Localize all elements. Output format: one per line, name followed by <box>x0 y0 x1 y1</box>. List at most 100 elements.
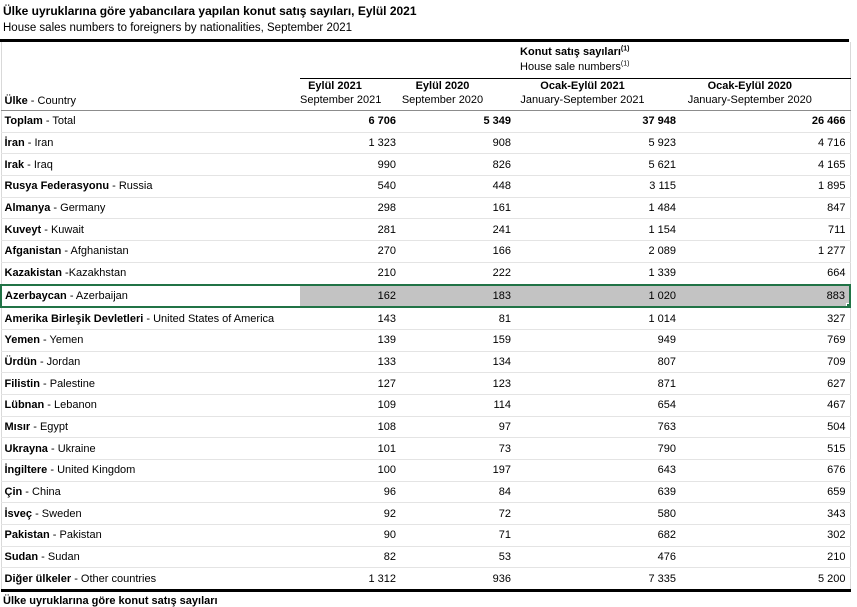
value-cell[interactable]: 72 <box>400 502 515 526</box>
value-cell[interactable]: 1 484 <box>515 197 680 220</box>
country-cell[interactable]: Azerbaycan - Azerbaijan <box>0 283 300 309</box>
value-cell[interactable]: 26 466 <box>680 110 851 133</box>
value-cell[interactable]: 790 <box>515 437 680 460</box>
value-cell[interactable]: 676 <box>680 459 851 482</box>
value-cell[interactable]: 580 <box>515 502 680 526</box>
country-cell[interactable]: Yemen - Yemen <box>1 329 300 352</box>
value-cell[interactable]: 37 948 <box>515 110 680 133</box>
value-cell[interactable]: 5 349 <box>400 110 515 133</box>
country-cell[interactable]: Sudan - Sudan <box>1 546 300 569</box>
value-cell[interactable]: 908 <box>400 132 515 155</box>
value-cell[interactable]: 448 <box>400 175 515 198</box>
value-cell[interactable]: 114 <box>400 394 515 417</box>
value-cell[interactable]: 97 <box>400 416 515 439</box>
value-cell[interactable]: 5 923 <box>515 132 680 155</box>
country-cell[interactable]: İngiltere - United Kingdom <box>1 459 300 482</box>
value-cell[interactable]: 659 <box>680 481 851 504</box>
value-cell[interactable]: 4 165 <box>680 153 851 177</box>
country-cell[interactable]: Irak - Iraq <box>1 153 300 177</box>
value-cell[interactable]: 108 <box>300 416 400 439</box>
value-cell[interactable]: 709 <box>680 351 851 374</box>
value-cell[interactable]: 123 <box>400 372 515 395</box>
value-cell[interactable]: 241 <box>400 218 515 242</box>
value-cell[interactable]: 134 <box>400 351 515 374</box>
country-cell[interactable]: Ukrayna - Ukraine <box>1 437 300 460</box>
value-cell[interactable]: 763 <box>515 416 680 439</box>
value-cell[interactable]: 949 <box>515 329 680 352</box>
country-cell[interactable]: Ürdün - Jordan <box>1 351 300 374</box>
value-cell[interactable]: 476 <box>515 546 680 569</box>
country-cell[interactable]: Toplam - Total <box>1 110 300 133</box>
value-cell[interactable]: 1 154 <box>515 218 680 242</box>
value-cell[interactable]: 73 <box>400 437 515 460</box>
value-cell[interactable]: 133 <box>300 351 400 374</box>
value-cell[interactable]: 143 <box>300 307 400 330</box>
value-cell[interactable]: 81 <box>400 307 515 330</box>
country-cell[interactable]: Diğer ülkeler - Other countries <box>1 567 300 593</box>
value-cell[interactable]: 101 <box>300 437 400 460</box>
value-cell[interactable]: 1 277 <box>680 240 851 263</box>
value-cell[interactable]: 162 <box>300 283 400 309</box>
value-cell[interactable]: 5 200 <box>680 567 851 593</box>
value-cell[interactable]: 159 <box>400 329 515 352</box>
value-cell[interactable]: 682 <box>515 524 680 547</box>
country-cell[interactable]: Kuveyt - Kuwait <box>1 218 300 242</box>
value-cell[interactable]: 127 <box>300 372 400 395</box>
value-cell[interactable]: 826 <box>400 153 515 177</box>
value-cell[interactable]: 990 <box>300 153 400 177</box>
value-cell[interactable]: 807 <box>515 351 680 374</box>
value-cell[interactable]: 96 <box>300 481 400 504</box>
value-cell[interactable]: 327 <box>680 307 851 330</box>
value-cell[interactable]: 847 <box>680 197 851 220</box>
value-cell[interactable]: 90 <box>300 524 400 547</box>
country-cell[interactable]: Pakistan - Pakistan <box>1 524 300 547</box>
value-cell[interactable]: 1 323 <box>300 132 400 155</box>
value-cell[interactable]: 654 <box>515 394 680 417</box>
value-cell[interactable]: 883 <box>680 283 852 309</box>
value-cell[interactable]: 84 <box>400 481 515 504</box>
value-cell[interactable]: 302 <box>680 524 851 547</box>
value-cell[interactable]: 161 <box>400 197 515 220</box>
country-cell[interactable]: Rusya Federasyonu - Russia <box>1 175 300 198</box>
value-cell[interactable]: 643 <box>515 459 680 482</box>
value-cell[interactable]: 139 <box>300 329 400 352</box>
value-cell[interactable]: 298 <box>300 197 400 220</box>
country-cell[interactable]: Afganistan - Afghanistan <box>1 240 300 263</box>
country-cell[interactable]: Kazakistan -Kazakhstan <box>1 262 300 286</box>
value-cell[interactable]: 166 <box>400 240 515 263</box>
value-cell[interactable]: 71 <box>400 524 515 547</box>
country-cell[interactable]: Mısır - Egypt <box>1 416 300 439</box>
value-cell[interactable]: 3 115 <box>515 175 680 198</box>
value-cell[interactable]: 540 <box>300 175 400 198</box>
country-cell[interactable]: Çin - China <box>1 481 300 504</box>
value-cell[interactable]: 1 014 <box>515 307 680 330</box>
value-cell[interactable]: 2 089 <box>515 240 680 263</box>
value-cell[interactable]: 1 339 <box>515 262 680 286</box>
value-cell[interactable]: 504 <box>680 416 851 439</box>
value-cell[interactable]: 515 <box>680 437 851 460</box>
value-cell[interactable]: 1 020 <box>515 283 680 309</box>
value-cell[interactable]: 210 <box>300 262 400 286</box>
value-cell[interactable]: 871 <box>515 372 680 395</box>
value-cell[interactable]: 109 <box>300 394 400 417</box>
value-cell[interactable]: 1 312 <box>300 567 400 593</box>
value-cell[interactable]: 82 <box>300 546 400 569</box>
value-cell[interactable]: 197 <box>400 459 515 482</box>
value-cell[interactable]: 343 <box>680 502 851 526</box>
value-cell[interactable]: 92 <box>300 502 400 526</box>
value-cell[interactable]: 627 <box>680 372 851 395</box>
value-cell[interactable]: 769 <box>680 329 851 352</box>
value-cell[interactable]: 281 <box>300 218 400 242</box>
value-cell[interactable]: 664 <box>680 262 851 286</box>
value-cell[interactable]: 711 <box>680 218 851 242</box>
value-cell[interactable]: 7 335 <box>515 567 680 593</box>
value-cell[interactable]: 210 <box>680 546 851 569</box>
value-cell[interactable]: 936 <box>400 567 515 593</box>
value-cell[interactable]: 467 <box>680 394 851 417</box>
country-cell[interactable]: Amerika Birleşik Devletleri - United Sta… <box>1 307 300 330</box>
value-cell[interactable]: 270 <box>300 240 400 263</box>
value-cell[interactable]: 53 <box>400 546 515 569</box>
country-cell[interactable]: Almanya - Germany <box>1 197 300 220</box>
value-cell[interactable]: 6 706 <box>300 110 400 133</box>
country-cell[interactable]: Lübnan - Lebanon <box>1 394 300 417</box>
